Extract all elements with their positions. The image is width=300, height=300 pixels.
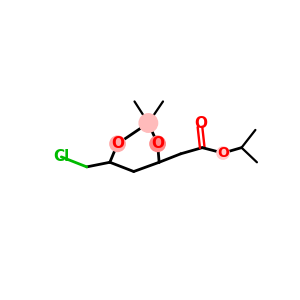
Text: O: O bbox=[217, 146, 229, 160]
Text: O: O bbox=[151, 136, 164, 151]
Circle shape bbox=[217, 147, 229, 159]
Circle shape bbox=[110, 136, 125, 152]
Text: O: O bbox=[194, 116, 207, 131]
Text: Cl: Cl bbox=[53, 148, 70, 164]
Text: O: O bbox=[111, 136, 124, 151]
Circle shape bbox=[150, 136, 165, 152]
Circle shape bbox=[139, 114, 158, 132]
